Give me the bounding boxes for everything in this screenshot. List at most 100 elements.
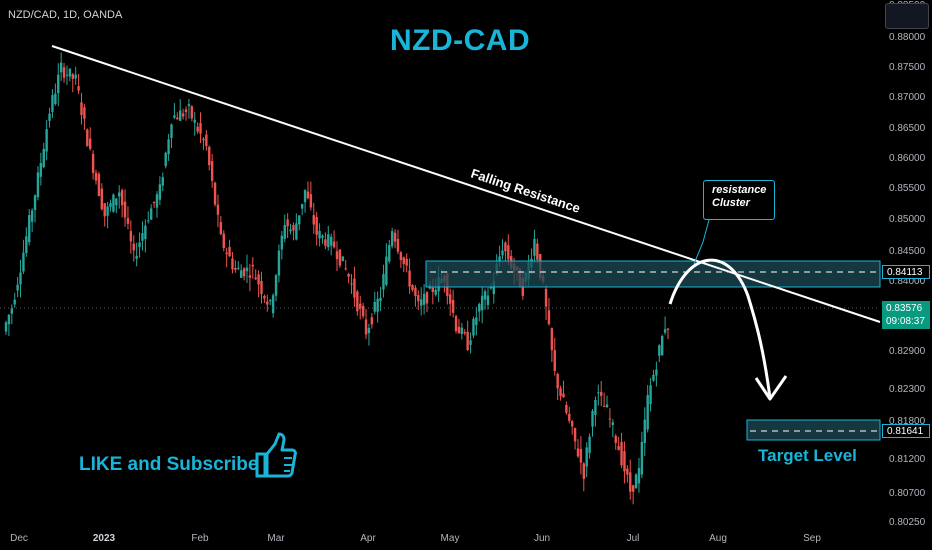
candle-body [321,235,324,238]
candle-body [376,298,379,312]
candle-body [42,148,45,168]
candle-body [219,221,223,234]
candle-body [570,421,574,427]
candle-body [196,126,199,132]
candle-body [132,243,135,251]
projection-arrow-head [754,375,788,401]
resistance-price-tag: 0.84113 [882,265,930,279]
countdown-timer: 09:08:37 [886,316,925,327]
candle-body [16,284,19,291]
y-tick-label: 0.88000 [889,32,926,43]
candle-body [222,233,225,249]
candle-body [547,310,551,325]
candle-body [94,172,98,181]
candle-body [472,318,475,336]
candle-body [28,214,31,243]
candle-body [507,245,510,260]
candle-body [332,241,336,248]
candle-body [597,392,600,394]
current-price-value: 0.83576 [886,303,923,314]
candle-body [216,204,220,215]
candle-body [393,232,397,242]
candle-body [605,404,609,408]
candle-body [91,153,95,173]
x-tick-label: Jul [627,533,640,544]
scale-toggle-button[interactable] [885,3,929,29]
candle-body [466,331,469,351]
candle-body [451,299,455,313]
y-tick-label: 0.82300 [889,384,926,395]
candle-body [59,62,63,73]
candle-body [173,115,176,118]
symbol-info: NZD/CAD, 1D, OANDA [8,9,123,21]
resistance-cluster-callout: resistance Cluster [703,180,775,220]
candle-body [126,218,130,224]
candle-body [19,272,22,285]
candle-body [306,191,310,199]
candle-body [417,295,420,302]
candle-body [390,231,394,247]
candle-body [100,188,104,210]
candle-body [289,229,292,232]
candle-body [585,447,588,467]
candle-body [460,327,464,335]
candle-body [434,289,437,295]
candle-body [469,340,472,345]
candle-body [536,243,539,260]
like-subscribe-text: LIKE and Subscribe [79,454,259,475]
candle-body [382,274,385,290]
candle-body [30,210,34,222]
candle-body [422,293,426,305]
candle-body [228,247,231,257]
candle-body [123,201,127,218]
candle-body [152,201,156,203]
candle-body [663,329,667,333]
candle-body [213,182,217,205]
candle-body [544,288,548,307]
candle-body [65,74,69,76]
target-zone [746,419,881,441]
callout-pointer [693,219,710,265]
candle-body [239,270,243,278]
candle-body [420,299,423,306]
candle-body [283,225,286,239]
candle-body [312,215,315,225]
candle-body [231,258,234,270]
candle-body [405,258,408,266]
candle-body [359,303,362,310]
candle-body [208,146,211,166]
candle-body [600,391,603,396]
candle-body [335,251,339,260]
candle-body [10,308,14,314]
y-tick-label: 0.82900 [889,346,926,357]
candle-body [573,427,577,442]
x-tick-label: May [441,533,460,544]
candle-body [245,267,249,272]
y-tick-label: 0.85500 [889,183,926,194]
candle-body [158,184,162,200]
candle-body [617,446,620,451]
candle-body [83,107,86,119]
candlesticks [4,52,670,505]
candle-body [109,203,112,207]
candle-body [274,275,278,296]
candle-body [251,264,254,267]
candle-body [45,129,48,152]
candle-body [370,317,374,325]
candle-body [202,138,205,141]
candle-body [611,422,615,425]
candle-body [449,294,452,304]
candle-body [626,468,629,475]
candle-body [658,345,661,356]
candle-body [634,474,638,489]
candle-body [263,296,266,299]
y-tick-label: 0.86500 [889,123,926,134]
candle-body [266,301,269,305]
candle-body [565,404,568,413]
candle-body [385,256,388,285]
candle-body [57,74,60,94]
candle-body [402,257,405,264]
candle-body [51,95,54,112]
falling-resistance-line [51,45,881,323]
